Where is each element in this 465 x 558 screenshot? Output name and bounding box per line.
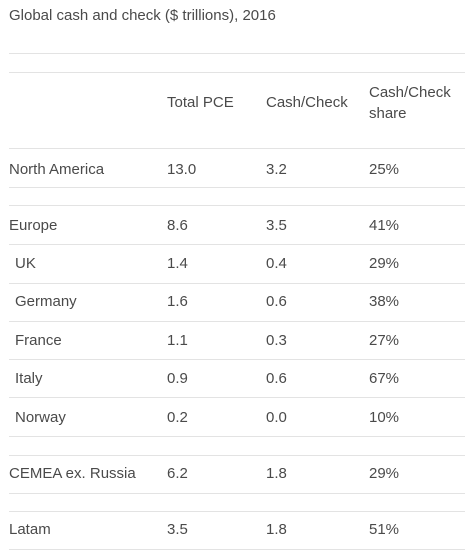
column-header-cash-check: Cash/Check [266,94,348,111]
divider [9,493,465,494]
row-region: France [15,332,62,349]
row-share: 41% [369,217,400,234]
divider [9,436,465,437]
row-share: 51% [369,521,400,538]
row-share: 67% [369,370,400,387]
divider [9,511,465,512]
divider [9,359,465,360]
column-header-total-pce: Total PCE [167,94,234,111]
row-share: 38% [369,293,400,310]
divider [9,549,465,550]
row-cash-check: 1.8 [266,521,287,538]
row-region: UK [15,255,36,272]
row-cash-check: 0.3 [266,332,287,349]
row-total-pce: 1.1 [167,332,188,349]
row-total-pce: 3.5 [167,521,188,538]
divider [9,397,465,398]
divider [9,187,465,188]
row-total-pce: 6.2 [167,465,188,482]
row-cash-check: 1.8 [266,465,287,482]
table-title: Global cash and check ($ trillions), 201… [9,7,276,24]
row-share: 10% [369,409,400,426]
row-cash-check: 3.5 [266,217,287,234]
row-region: Italy [15,370,43,387]
divider [9,148,465,149]
row-total-pce: 1.4 [167,255,188,272]
row-share: 27% [369,332,400,349]
row-total-pce: 8.6 [167,217,188,234]
divider [9,205,465,206]
divider [9,72,465,73]
divider [9,244,465,245]
row-cash-check: 0.6 [266,370,287,387]
row-total-pce: 1.6 [167,293,188,310]
row-region: CEMEA ex. Russia [9,465,136,482]
row-region: Europe [9,217,58,234]
row-cash-check: 0.4 [266,255,287,272]
row-total-pce: 0.9 [167,370,188,387]
row-share: 29% [369,465,400,482]
divider [9,321,465,322]
row-total-pce: 0.2 [167,409,188,426]
row-region: Norway [15,409,66,426]
row-region: Germany [15,293,77,310]
row-region: Latam [9,521,51,538]
row-total-pce: 13.0 [167,161,197,178]
row-share: 25% [369,161,400,178]
row-cash-check: 0.0 [266,409,287,426]
row-region: North America [9,161,105,178]
divider [9,283,465,284]
row-cash-check: 3.2 [266,161,287,178]
divider [9,455,465,456]
divider [9,53,465,54]
row-cash-check: 0.6 [266,293,287,310]
row-share: 29% [369,255,400,272]
column-header-share: Cash/Check share [369,84,451,122]
